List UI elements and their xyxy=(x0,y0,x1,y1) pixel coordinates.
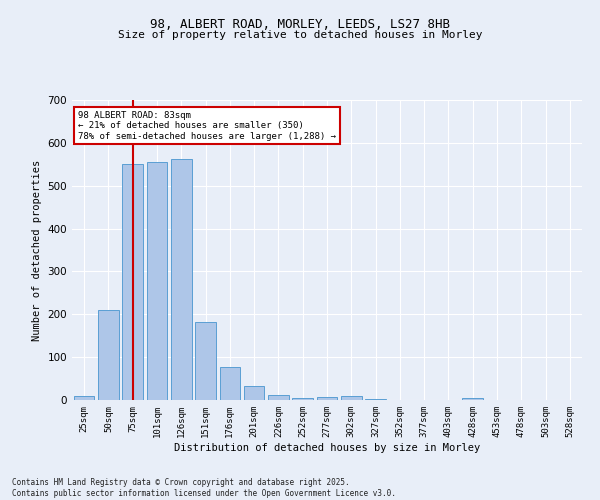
Bar xyxy=(292,398,313,400)
Text: Size of property relative to detached houses in Morley: Size of property relative to detached ho… xyxy=(118,30,482,40)
Bar xyxy=(341,396,362,400)
Bar xyxy=(195,322,216,400)
Bar xyxy=(365,399,386,400)
Text: Contains HM Land Registry data © Crown copyright and database right 2025.
Contai: Contains HM Land Registry data © Crown c… xyxy=(12,478,396,498)
Bar xyxy=(463,398,483,400)
X-axis label: Distribution of detached houses by size in Morley: Distribution of detached houses by size … xyxy=(174,442,480,452)
Bar xyxy=(171,159,191,400)
Bar xyxy=(146,162,167,400)
Bar xyxy=(74,396,94,400)
Bar xyxy=(98,310,119,400)
Text: 98 ALBERT ROAD: 83sqm
← 21% of detached houses are smaller (350)
78% of semi-det: 98 ALBERT ROAD: 83sqm ← 21% of detached … xyxy=(78,110,336,140)
Bar xyxy=(268,395,289,400)
Bar xyxy=(317,398,337,400)
Bar xyxy=(122,164,143,400)
Bar xyxy=(220,366,240,400)
Bar xyxy=(244,386,265,400)
Text: 98, ALBERT ROAD, MORLEY, LEEDS, LS27 8HB: 98, ALBERT ROAD, MORLEY, LEEDS, LS27 8HB xyxy=(150,18,450,30)
Y-axis label: Number of detached properties: Number of detached properties xyxy=(32,160,42,340)
